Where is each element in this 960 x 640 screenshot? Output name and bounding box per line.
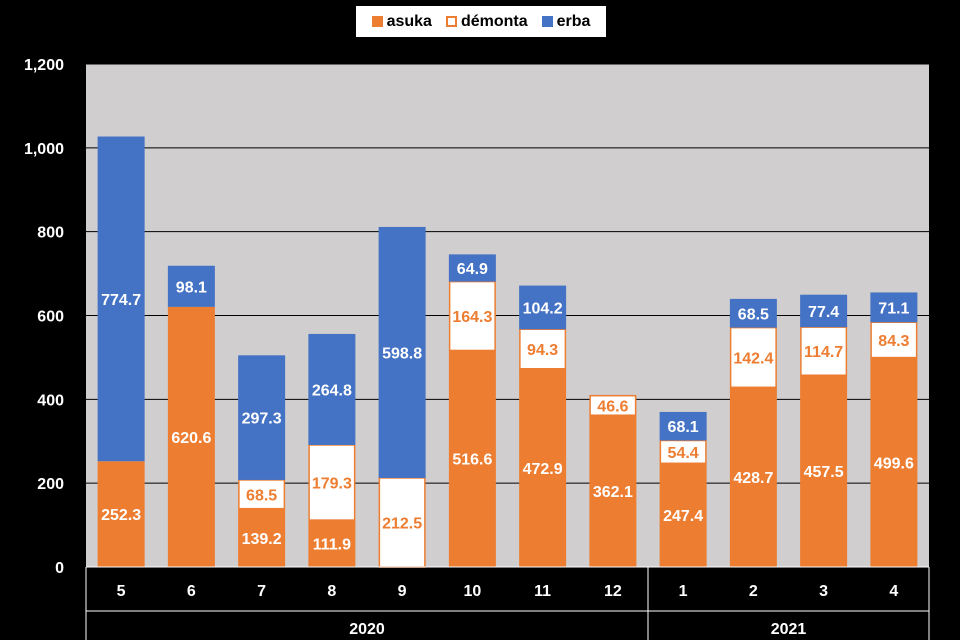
y-tick-label: 1,000 bbox=[24, 141, 64, 158]
data-label: 84.3 bbox=[878, 333, 909, 350]
bar-segment-asuka-3 bbox=[800, 375, 848, 567]
bar-segment-asuka-6 bbox=[167, 306, 215, 567]
data-label: 516.6 bbox=[452, 452, 492, 469]
data-label: 98.1 bbox=[176, 279, 207, 296]
x-group-label: 2020 bbox=[349, 621, 385, 638]
bar-segment-erba-7 bbox=[238, 355, 286, 480]
data-label: 620.6 bbox=[171, 430, 211, 447]
legend-swatch-asuka bbox=[371, 16, 383, 27]
bar-segment-asuka-11 bbox=[519, 368, 567, 567]
data-label: 142.4 bbox=[733, 350, 773, 367]
x-tick-label: 2 bbox=[749, 583, 758, 600]
data-label: 598.8 bbox=[382, 345, 422, 362]
bar-segment-erba-2 bbox=[729, 298, 777, 328]
legend-swatch-erba bbox=[541, 16, 553, 27]
bar-segment-dmonta-9 bbox=[378, 477, 426, 568]
gridlines bbox=[86, 63, 929, 484]
data-label: 114.7 bbox=[804, 344, 843, 361]
data-label: 164.3 bbox=[452, 309, 492, 326]
legend-swatch-demonta bbox=[445, 16, 457, 27]
bar-segment-dmonta-8 bbox=[308, 444, 356, 521]
data-label: 457.5 bbox=[804, 464, 844, 481]
bar-segment-erba-5 bbox=[97, 136, 145, 462]
data-label: 362.1 bbox=[593, 484, 633, 501]
x-tick-label: 11 bbox=[534, 583, 551, 600]
legend-label-demonta: démonta bbox=[460, 12, 528, 30]
bar-segment-erba-8 bbox=[308, 333, 356, 445]
legend-item-erba: erba bbox=[541, 12, 591, 31]
bar-segment-asuka-5 bbox=[97, 461, 145, 567]
bar-segment-erba-11 bbox=[519, 285, 567, 330]
bar-segment-asuka-7 bbox=[238, 508, 286, 567]
x-tick-label: 7 bbox=[257, 583, 266, 600]
data-label: 212.5 bbox=[382, 515, 422, 532]
bar-segment-asuka-10 bbox=[448, 350, 496, 567]
legend-label-erba: erba bbox=[556, 12, 591, 30]
data-label: 179.3 bbox=[312, 476, 352, 493]
legend-item-demonta: démonta bbox=[445, 12, 528, 31]
data-label: 68.5 bbox=[246, 487, 277, 504]
bar-segment-erba-4 bbox=[870, 292, 918, 323]
bar-segment-asuka-1 bbox=[659, 463, 707, 567]
data-label: 247.4 bbox=[663, 508, 703, 525]
data-label: 472.9 bbox=[523, 461, 563, 478]
data-label: 252.3 bbox=[101, 507, 141, 524]
x-tick-label: 1 bbox=[679, 583, 688, 600]
bar-segment-erba-1 bbox=[659, 411, 707, 441]
bar-segment-dmonta-11 bbox=[519, 328, 567, 370]
bar-segment-asuka-4 bbox=[870, 357, 918, 567]
x-tick-label: 6 bbox=[187, 583, 196, 600]
bar-segment-erba-3 bbox=[800, 294, 848, 328]
bar-segment-dmonta-4 bbox=[870, 321, 918, 359]
bar-segment-asuka-12 bbox=[589, 415, 637, 567]
x-tick-label: 9 bbox=[398, 583, 407, 600]
bar-segment-dmonta-3 bbox=[800, 326, 848, 376]
data-label: 71.1 bbox=[878, 300, 909, 317]
y-axis: 0 200 400 600 800 1,000 1,200 bbox=[24, 57, 64, 577]
bars: 252.3 774.7 620.6 98.1 139.2 68.5 297.3 111.9 17… bbox=[97, 136, 918, 568]
x-tick-label: 5 bbox=[117, 583, 126, 600]
data-label: 264.8 bbox=[312, 382, 352, 399]
data-label: 139.2 bbox=[242, 531, 282, 548]
x-tick-label: 12 bbox=[604, 583, 622, 600]
data-label: 64.9 bbox=[457, 261, 488, 278]
x-tick-label: 10 bbox=[463, 583, 481, 600]
data-label: 104.2 bbox=[523, 300, 563, 317]
data-label: 499.6 bbox=[874, 455, 914, 472]
data-label: 94.3 bbox=[527, 342, 558, 359]
data-label: 68.5 bbox=[738, 306, 769, 323]
data-label: 54.4 bbox=[668, 445, 699, 462]
bar-segment-erba-9 bbox=[378, 226, 426, 478]
bar-segment-asuka-2 bbox=[729, 387, 777, 567]
bar-segment-dmonta-7 bbox=[238, 479, 286, 510]
data-label: 428.7 bbox=[733, 470, 773, 487]
x-group-label: 2021 bbox=[771, 621, 807, 638]
x-tick-label: 4 bbox=[889, 583, 898, 600]
y-tick-label: 0 bbox=[55, 560, 64, 577]
bar-segment-asuka-8 bbox=[308, 520, 356, 567]
y-tick-label: 600 bbox=[37, 309, 64, 326]
legend: asuka démonta erba bbox=[356, 6, 606, 37]
data-label: 68.1 bbox=[668, 419, 699, 436]
bar-segment-erba-6 bbox=[167, 265, 215, 307]
bar-segment-erba-10 bbox=[448, 254, 496, 282]
y-tick-label: 1,200 bbox=[24, 57, 64, 74]
data-label: 297.3 bbox=[242, 411, 282, 428]
data-label: 774.7 bbox=[101, 292, 141, 309]
y-tick-label: 400 bbox=[37, 392, 64, 409]
legend-item-asuka: asuka bbox=[371, 12, 432, 31]
y-tick-label: 800 bbox=[37, 225, 64, 242]
bar-segment-dmonta-12 bbox=[589, 394, 637, 416]
y-tick-label: 200 bbox=[37, 476, 64, 493]
x-tick-label: 8 bbox=[327, 583, 336, 600]
data-label: 111.9 bbox=[313, 537, 351, 554]
data-label: 77.4 bbox=[808, 304, 839, 321]
legend-label-asuka: asuka bbox=[386, 12, 432, 30]
bar-segment-dmonta-10 bbox=[448, 280, 496, 352]
data-label: 46.6 bbox=[597, 398, 628, 415]
x-tick-label: 3 bbox=[819, 583, 828, 600]
